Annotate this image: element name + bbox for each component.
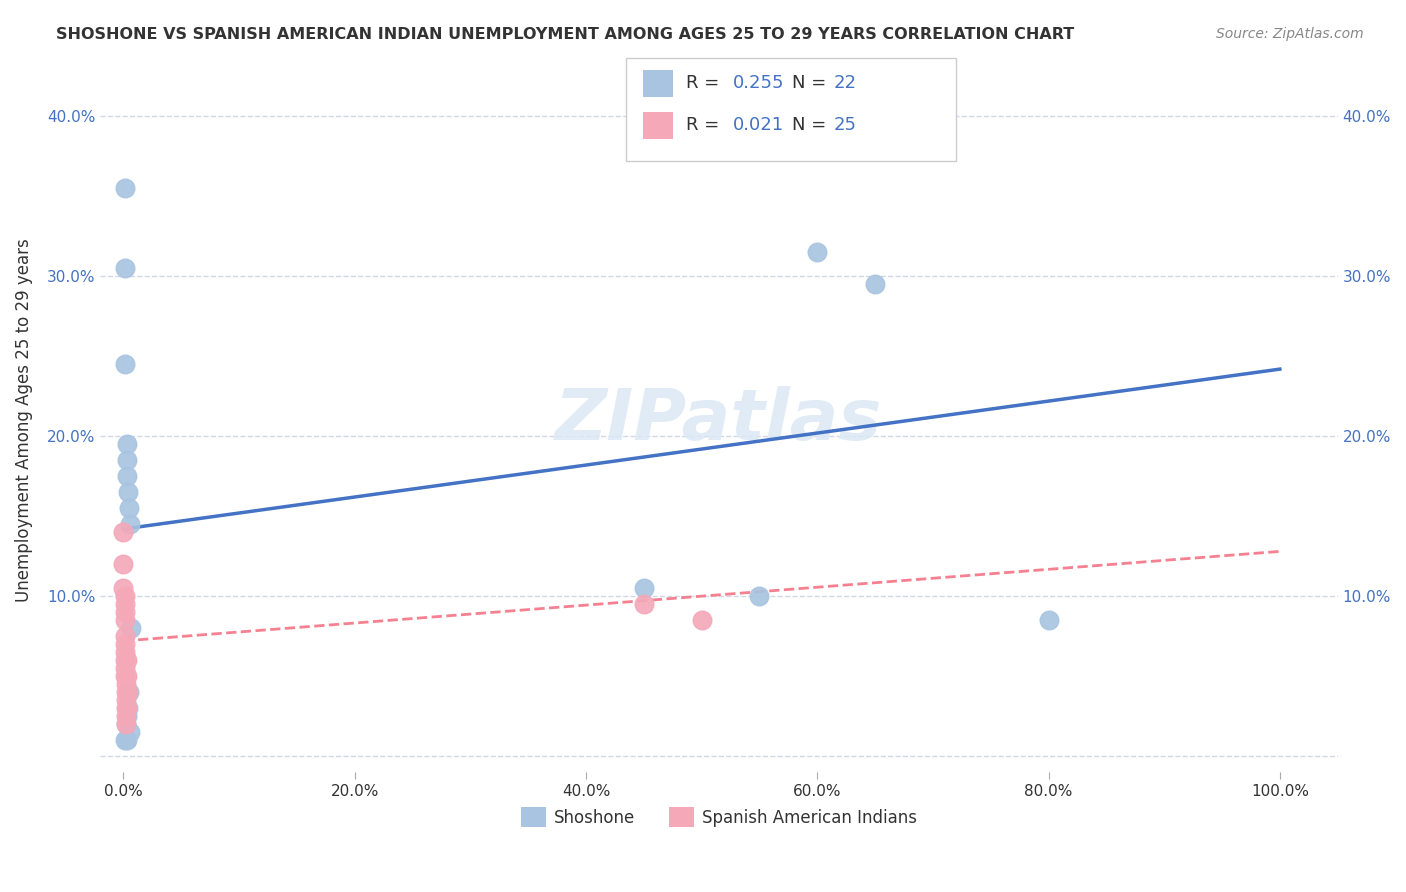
Point — [114, 685, 136, 699]
Point — [114, 717, 136, 731]
Point — [115, 709, 138, 723]
Point — [633, 581, 655, 595]
Point — [112, 557, 135, 571]
Point — [114, 661, 136, 675]
Point — [114, 613, 136, 627]
Point — [633, 597, 655, 611]
Text: 25: 25 — [834, 116, 856, 134]
Text: ZIPatlas: ZIPatlas — [555, 385, 883, 455]
Point — [114, 261, 136, 276]
Point — [112, 525, 135, 540]
Point — [120, 517, 142, 532]
Point — [1038, 613, 1060, 627]
Point — [115, 469, 138, 483]
Point — [118, 501, 141, 516]
Point — [114, 597, 136, 611]
Text: 0.021: 0.021 — [733, 116, 783, 134]
Y-axis label: Unemployment Among Ages 25 to 29 years: Unemployment Among Ages 25 to 29 years — [15, 238, 32, 602]
Point — [115, 733, 138, 747]
Point — [114, 677, 136, 691]
Point — [115, 653, 138, 667]
Point — [806, 245, 828, 260]
Point — [112, 581, 135, 595]
Point — [114, 181, 136, 195]
Text: 22: 22 — [834, 74, 856, 92]
Point — [114, 669, 136, 683]
Point — [117, 701, 139, 715]
Point — [114, 733, 136, 747]
Point — [114, 693, 136, 707]
Point — [114, 589, 136, 603]
Point — [748, 589, 770, 603]
Point — [121, 621, 143, 635]
Text: R =: R = — [686, 74, 725, 92]
Point — [863, 277, 886, 292]
Text: Source: ZipAtlas.com: Source: ZipAtlas.com — [1216, 27, 1364, 41]
Point — [114, 637, 136, 651]
Text: SHOSHONE VS SPANISH AMERICAN INDIAN UNEMPLOYMENT AMONG AGES 25 TO 29 YEARS CORRE: SHOSHONE VS SPANISH AMERICAN INDIAN UNEM… — [56, 27, 1074, 42]
Text: N =: N = — [792, 74, 831, 92]
Point — [114, 701, 136, 715]
Point — [115, 453, 138, 467]
Point — [690, 613, 713, 627]
Point — [114, 653, 136, 667]
Point — [114, 645, 136, 659]
Point — [114, 605, 136, 619]
Point — [120, 725, 142, 739]
Point — [114, 717, 136, 731]
Text: N =: N = — [792, 116, 831, 134]
Point — [118, 685, 141, 699]
Legend: Shoshone, Spanish American Indians: Shoshone, Spanish American Indians — [515, 800, 924, 834]
Point — [114, 357, 136, 371]
Point — [117, 485, 139, 500]
Text: 0.255: 0.255 — [733, 74, 785, 92]
Text: R =: R = — [686, 116, 725, 134]
Point — [117, 685, 139, 699]
Point — [115, 701, 138, 715]
Point — [115, 437, 138, 451]
Point — [114, 629, 136, 643]
Point — [114, 709, 136, 723]
Point — [115, 669, 138, 683]
